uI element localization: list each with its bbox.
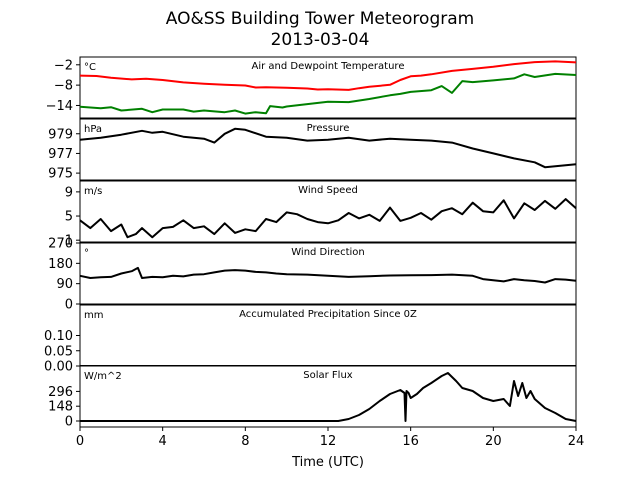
y-tick-label: 0 [65, 415, 73, 430]
x-tick-label: 0 [76, 434, 84, 449]
y-tick-label: −8 [54, 79, 73, 94]
panel-frame [79, 118, 577, 181]
unit-label: ° [84, 248, 89, 259]
x-tick-label: 20 [485, 434, 502, 449]
unit-label: m/s [84, 186, 102, 197]
figure-title: AO&SS Building Tower Meteorogram [166, 9, 474, 29]
series-line-1 [79, 60, 577, 91]
x-tick-label: 12 [320, 434, 337, 449]
series-line-1 [80, 372, 577, 422]
figure-subtitle: 2013-03-04 [271, 30, 370, 50]
panel-title: Pressure [307, 123, 350, 134]
y-tick-label: 148 [48, 400, 73, 415]
y-tick-label: 0.00 [44, 360, 73, 375]
panel-frame [79, 365, 577, 428]
y-tick-label: 979 [48, 127, 73, 142]
unit-label: mm [84, 310, 103, 321]
y-tick-label: 270 [48, 237, 73, 252]
y-tick-label: 296 [48, 385, 73, 400]
panel-1: −2 −8 −14 °C Air and Dewpoint Temperature [46, 56, 577, 119]
x-tick-label: 24 [568, 434, 585, 449]
unit-label: °C [84, 62, 96, 73]
x-tick-label: 4 [159, 434, 167, 449]
panel-4: 270 180 90 0 ° Wind Direction [48, 237, 577, 313]
y-tick-label: 0.05 [44, 344, 73, 359]
y-tick-label: 975 [48, 167, 73, 182]
y-tick-label: 0 [65, 298, 73, 313]
y-tick-label: 977 [48, 147, 73, 162]
series-line-1 [79, 127, 577, 169]
x-tick-label: 8 [241, 434, 249, 449]
panel-title: Accumulated Precipitation Since 0Z [239, 309, 417, 320]
y-tick-label: −2 [54, 58, 73, 73]
panel-title: Wind Speed [298, 185, 358, 196]
panel-5: 0.100.050.00 mm Accumulated Precipitation … [44, 304, 577, 375]
y-tick-label: 5 [65, 210, 73, 225]
series-line-2 [79, 72, 577, 115]
unit-label: W/m^2 [84, 371, 122, 382]
x-tick-label: 16 [402, 434, 419, 449]
panel-2: 979 977 975 hPa Pressure [48, 118, 577, 182]
series-line-1 [79, 266, 577, 284]
y-tick-label: 90 [56, 277, 73, 292]
y-tick-label: 180 [48, 257, 73, 272]
panel-title: Solar Flux [303, 370, 353, 381]
y-tick-label: 1 [65, 234, 73, 249]
y-tick-label: −14 [46, 99, 73, 114]
panel-title: Wind Direction [291, 247, 365, 258]
y-tick-label: 9 [65, 185, 73, 200]
y-tick-label: 0.10 [44, 329, 73, 344]
series-line-1 [79, 198, 577, 239]
panel-3: 9 5 1 m/s Wind Speed [65, 180, 577, 249]
x-axis-label: Time (UTC) [291, 455, 364, 470]
unit-label: hPa [84, 124, 102, 135]
panel-title: Air and Dewpoint Temperature [252, 61, 405, 72]
x-axis: 0 4 8 12 16 20 24 [76, 427, 584, 449]
panel-frame [79, 242, 577, 305]
chart-panels: −2 −8 −14 °C Air and Dewpoint Temperature 979… [44, 56, 577, 430]
